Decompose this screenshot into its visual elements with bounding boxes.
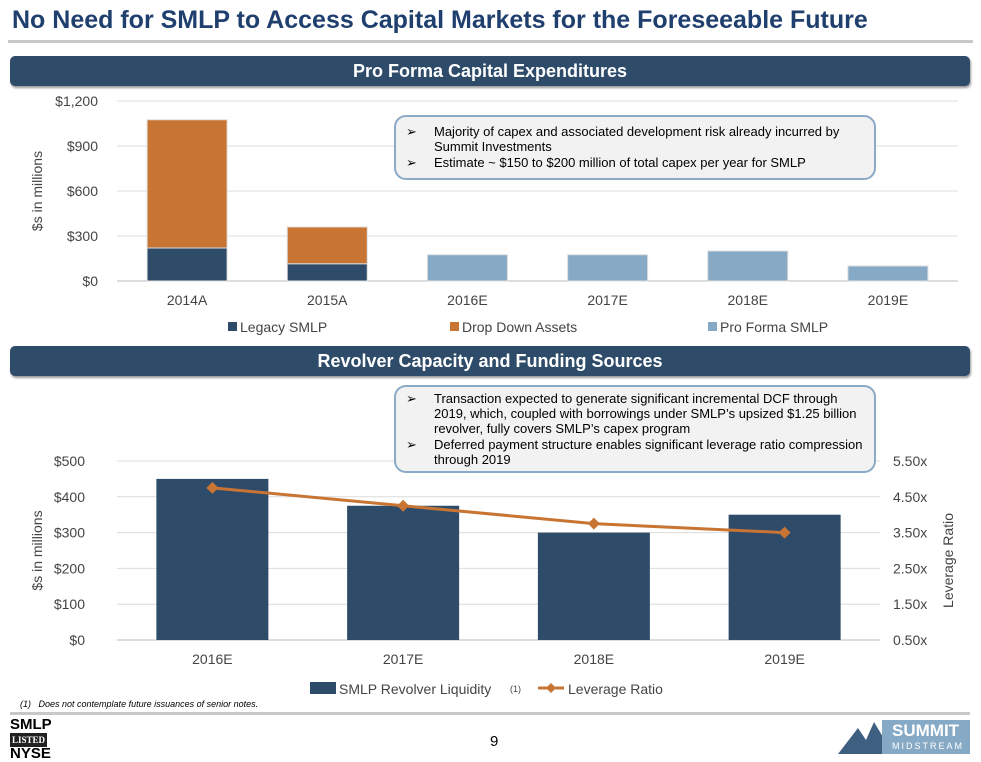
bar-drop-down-assets: [146, 119, 228, 249]
y-tick-label: $300: [54, 525, 85, 541]
legend-label: Legacy SMLP: [240, 319, 327, 335]
y-tick-label: $300: [67, 228, 98, 244]
divider: [10, 712, 970, 715]
arrow-bullet-icon: ➢: [406, 437, 417, 452]
y2-tick-label: 0.50x: [893, 632, 927, 648]
footnote-marker: (1): [20, 699, 31, 709]
bar-revolver-liquidity: [537, 532, 650, 640]
y-tick-label: $100: [54, 596, 85, 612]
revolver-callout: ➢ Transaction expected to generate signif…: [394, 385, 876, 473]
x-tick-label: 2019E: [764, 651, 804, 667]
y-axis-label: $s in millions: [29, 510, 45, 590]
callout-bullet: Majority of capex and associated develop…: [434, 124, 840, 154]
x-tick-label: 2014A: [167, 292, 208, 308]
leverage-ratio-point: [587, 517, 600, 530]
footnote: (1) Does not contemplate future issuance…: [20, 699, 258, 709]
legend-swatch: [450, 322, 459, 331]
y-axis-label: $s in millions: [29, 151, 45, 231]
revolver-chart: $0 0.50x $100 1.50x $200 2.50x $300 3.50x $400 4.…: [29, 453, 956, 697]
callout-bullet: Transaction expected to generate signifi…: [434, 391, 857, 436]
bar-revolver-liquidity: [156, 478, 269, 640]
arrow-bullet-icon: ➢: [406, 155, 417, 170]
y2-tick-label: 4.50x: [893, 489, 927, 505]
logo-text: LISTED: [10, 733, 48, 747]
bar-revolver-liquidity: [347, 505, 460, 640]
leverage-ratio-point: [397, 499, 410, 512]
capex-chart: $0 $300 $600 $900 $1,200 $s in millions 2014A 2…: [29, 93, 958, 335]
y-tick-label: $200: [54, 560, 85, 576]
x-tick-label: 2017E: [383, 651, 423, 667]
divider: [8, 40, 973, 43]
y2-tick-label: 5.50x: [893, 453, 927, 469]
y-tick-label: $600: [67, 183, 98, 199]
legend-swatch: [708, 322, 717, 331]
legend-swatch: [310, 682, 336, 694]
legend-swatch: [546, 683, 556, 693]
leverage-ratio-point: [206, 481, 219, 494]
y2-axis-label: Leverage Ratio: [940, 513, 956, 608]
section-header-revolver: Revolver Capacity and Funding Sources: [10, 346, 970, 376]
callout-bullet: Estimate ~ $150 to $200 million of total…: [434, 155, 806, 170]
x-tick-label: 2015A: [307, 292, 348, 308]
y-tick-label: $0: [69, 632, 85, 648]
y-tick-label: $0: [82, 273, 98, 289]
y-tick-label: $900: [67, 138, 98, 154]
arrow-bullet-icon: ➢: [406, 124, 417, 139]
legend-label: SMLP Revolver Liquidity: [339, 681, 491, 697]
legend-label: Drop Down Assets: [462, 319, 577, 335]
leverage-ratio-point: [778, 526, 791, 539]
x-tick-label: 2016E: [192, 651, 232, 667]
nyse-listed-logo: SMLP LISTED NYSE: [10, 716, 52, 762]
logo-text: MIDSTREAM: [892, 741, 964, 751]
bar-pro-forma-smlp: [426, 254, 508, 282]
legend-swatch: [228, 322, 237, 331]
y-tick-label: $400: [54, 489, 85, 505]
x-tick-label: 2018E: [574, 651, 614, 667]
legend-label: Leverage Ratio: [568, 681, 663, 697]
y2-tick-label: 3.50x: [893, 525, 927, 541]
x-tick-label: 2016E: [447, 292, 487, 308]
y-tick-label: $1,200: [55, 93, 98, 109]
page-number: 9: [490, 733, 499, 750]
summit-midstream-logo: SUMMIT MIDSTREAM: [838, 718, 970, 756]
page-title: No Need for SMLP to Access Capital Marke…: [12, 6, 868, 34]
mountain-icon: [838, 720, 970, 754]
bar-pro-forma-smlp: [567, 254, 649, 282]
x-tick-label: 2017E: [587, 292, 627, 308]
leverage-ratio-line: [212, 486, 785, 535]
bar-drop-down-assets: [286, 226, 368, 265]
y2-tick-label: 1.50x: [893, 596, 927, 612]
bar-legacy-smlp: [146, 247, 228, 282]
logo-text: SUMMIT: [892, 721, 960, 740]
x-tick-label: 2018E: [728, 292, 768, 308]
capex-callout: ➢ Majority of capex and associated develo…: [394, 115, 876, 180]
legend-footnote-marker: (1): [510, 684, 521, 694]
legend-label: Pro Forma SMLP: [720, 319, 828, 335]
y-tick-label: $500: [54, 453, 85, 469]
footnote-text: Does not contemplate future issuances of…: [38, 699, 259, 709]
bar-pro-forma-smlp: [847, 265, 929, 282]
bar-legacy-smlp: [286, 263, 368, 282]
logo-text: NYSE: [10, 745, 51, 762]
callout-bullet: Deferred payment structure enables signi…: [434, 437, 863, 467]
y2-tick-label: 2.50x: [893, 560, 927, 576]
x-tick-label: 2019E: [868, 292, 908, 308]
bar-pro-forma-smlp: [707, 250, 789, 282]
section-header-capex: Pro Forma Capital Expenditures: [10, 56, 970, 86]
arrow-bullet-icon: ➢: [406, 391, 417, 406]
logo-text: SMLP: [10, 716, 52, 733]
